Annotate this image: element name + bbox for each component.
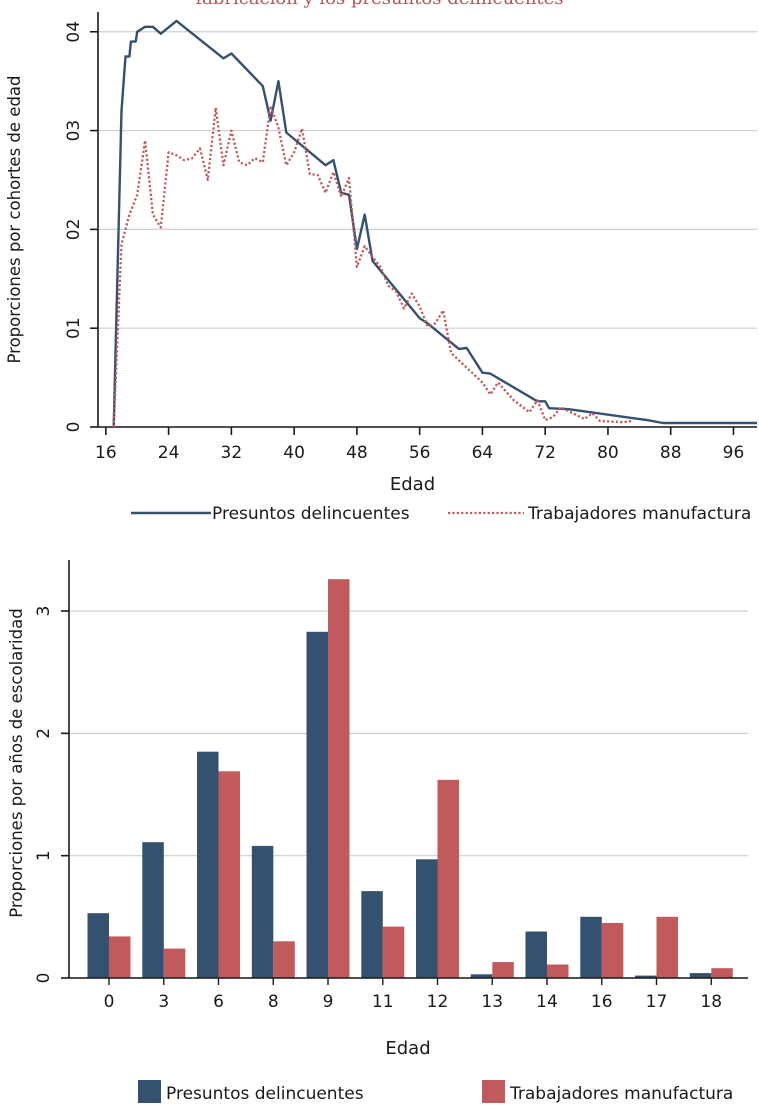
y-tick-label: 03 [64, 120, 84, 142]
bar-presuntos-delincuentes [470, 974, 493, 978]
x-axis-label: Edad [390, 474, 435, 495]
legend-label-trabajadores-manufactura: Trabajadores manufactura [527, 504, 751, 524]
x-tick-label: 8 [268, 992, 279, 1012]
y-tick-label: 01 [64, 317, 84, 339]
series-line-presuntos-delincuentes [112, 19, 757, 428]
x-tick-label: 24 [158, 443, 180, 463]
x-tick-label: 18 [700, 992, 722, 1012]
x-tick-label: 12 [427, 992, 449, 1012]
y-tick-label: 0 [34, 973, 54, 984]
x-tick-label: 14 [536, 992, 558, 1012]
x-tick-label: 16 [95, 443, 117, 463]
bar-presuntos-delincuentes [306, 631, 328, 978]
x-tick-label: 3 [158, 992, 169, 1012]
y-tick-label: 02 [64, 219, 84, 241]
x-tick-label: 48 [346, 443, 368, 463]
y-tick-label: 0 [64, 422, 84, 433]
y-axis-label: Proporciones por cohortes de edad [5, 75, 24, 363]
x-tick-label: 40 [283, 443, 305, 463]
legend-label-trabajadores-manufactura: Trabajadores manufactura [509, 1084, 733, 1104]
line-chart: 0 01 02 03 04 16 24 32 40 48 56 64 72 80 88 96 Edad Propo… [5, 12, 757, 524]
x-tick-label: 9 [323, 992, 334, 1012]
x-tick-label: 64 [472, 443, 494, 463]
bar-trabajadores-manufactura [711, 968, 733, 978]
legend-label-presuntos-delincuentes: Presuntos delincuentes [212, 504, 410, 524]
x-tick-label: 17 [646, 992, 668, 1012]
bar-presuntos-delincuentes [361, 891, 383, 978]
x-tick-label: 80 [597, 443, 619, 463]
x-axis-label: Edad [385, 1038, 430, 1059]
bar-trabajadores-manufactura [656, 916, 678, 978]
bar-presuntos-delincuentes [416, 859, 438, 978]
bar-presuntos-delincuentes [197, 751, 219, 978]
legend-label-presuntos-delincuentes: Presuntos delincuentes [166, 1084, 364, 1104]
bar-trabajadores-manufactura [492, 962, 514, 978]
x-tick-label: 56 [409, 443, 431, 463]
bar-presuntos-delincuentes [580, 916, 602, 978]
bar-trabajadores-manufactura [218, 771, 240, 978]
bar-trabajadores-manufactura [382, 926, 405, 978]
legend-swatch-trabajadores-manufactura [482, 1080, 505, 1103]
bar-trabajadores-manufactura [109, 936, 131, 978]
series-line-trabajadores-manufactura [112, 104, 632, 428]
x-tick-label: 11 [372, 992, 394, 1012]
bar-trabajadores-manufactura [437, 779, 459, 978]
bar-presuntos-delincuentes [525, 931, 547, 978]
x-tick-label: 32 [221, 443, 243, 463]
bar-presuntos-delincuentes [87, 913, 109, 978]
y-tick-label: 04 [64, 21, 84, 43]
x-tick-label: 0 [104, 992, 115, 1012]
bar-presuntos-delincuentes [689, 973, 712, 978]
x-tick-label: 72 [534, 443, 556, 463]
y-tick-label: 1 [34, 850, 54, 861]
bar-trabajadores-manufactura [601, 923, 624, 978]
y-tick-label: 2 [34, 728, 54, 739]
bar-trabajadores-manufactura [163, 948, 186, 978]
bar-presuntos-delincuentes [251, 845, 274, 978]
bar-trabajadores-manufactura [273, 941, 295, 978]
bar-presuntos-delincuentes [142, 842, 164, 978]
bar-trabajadores-manufactura [328, 579, 350, 978]
legend-swatch-presuntos-delincuentes [138, 1080, 161, 1103]
x-tick-label: 13 [481, 992, 503, 1012]
x-tick-label: 16 [591, 992, 613, 1012]
y-axis-label: Proporciones por años de escolaridad [7, 608, 26, 917]
x-tick-label: 6 [213, 992, 224, 1012]
x-tick-label: 96 [723, 443, 745, 463]
bar-presuntos-delincuentes [635, 975, 657, 978]
bar-trabajadores-manufactura [547, 964, 569, 978]
y-tick-label: 3 [34, 606, 54, 617]
x-tick-label: 88 [660, 443, 682, 463]
figure-caption-fragment: fabricación y los presuntos delincuentes [0, 0, 759, 9]
